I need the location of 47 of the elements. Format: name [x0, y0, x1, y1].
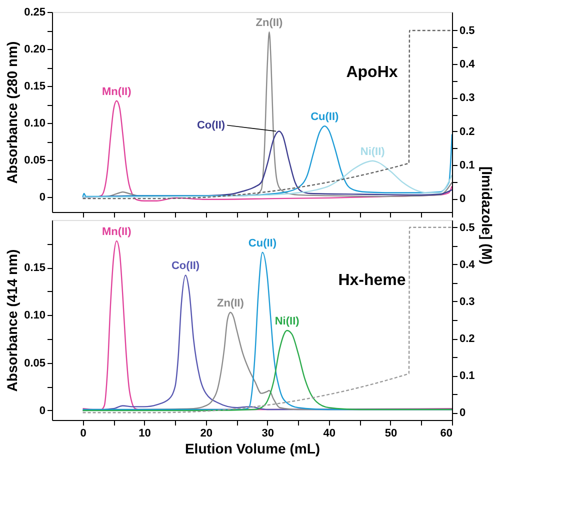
- y2-tick-label: 0.5: [460, 222, 475, 234]
- y-tick-label: 0.10: [24, 310, 46, 322]
- y2-tick-label: 0.5: [460, 24, 475, 37]
- y-axis-title: Absorbance (414 nm): [4, 249, 20, 392]
- y2-tick-label: 0.4: [460, 58, 476, 71]
- y-tick-label: 0.15: [24, 80, 46, 93]
- annotation: Zn(II): [217, 297, 244, 310]
- annotation: Ni(II): [360, 146, 386, 158]
- y2-tick-label: 0.1: [460, 370, 475, 382]
- annotation: Hx-heme: [338, 272, 406, 289]
- y2-tick-label: 0.3: [460, 296, 475, 308]
- annotation: Mn(II): [102, 86, 132, 98]
- annotation: Cu(II): [248, 237, 277, 250]
- annotation: Cu(II): [310, 111, 339, 124]
- y-tick-label: 0.10: [24, 118, 46, 130]
- y-tick-label: 0.25: [24, 6, 46, 18]
- x-tick-label: 20: [200, 428, 212, 440]
- annotation: ApoHx: [346, 64, 398, 81]
- y-tick-label: 0: [39, 404, 46, 417]
- x-axis-title: Elution Volume (mL): [184, 440, 320, 456]
- x-tick-label: 30: [262, 428, 274, 440]
- y2-tick-label: 0.1: [460, 159, 475, 172]
- y2-axis-title: [Imidazole] (M): [478, 166, 495, 264]
- annotation: Co(II): [171, 260, 200, 272]
- line-series: [82, 330, 452, 412]
- x-tick-label: 10: [138, 428, 151, 440]
- y2-tick-label: 0.2: [460, 333, 475, 346]
- y2-tick-label: 0.2: [460, 126, 475, 138]
- annotation: Mn(II): [102, 226, 132, 238]
- y-tick-label: 0.05: [24, 154, 46, 167]
- y2-tick-label: 0: [460, 193, 466, 206]
- line-series: [82, 160, 452, 198]
- x-tick-label: 60: [440, 428, 452, 440]
- y-tick-label: 0.15: [24, 262, 46, 274]
- y-tick-label: 0.05: [24, 357, 46, 370]
- x-tick-label: 40: [323, 428, 336, 440]
- x-tick-label: 50: [384, 428, 398, 440]
- annotation: Ni(II): [274, 315, 300, 328]
- y-axis-title: Absorbance (280 nm): [4, 41, 20, 184]
- annotation: Zn(II): [256, 17, 283, 29]
- x-tick-label: 0: [80, 428, 86, 440]
- y2-tick-label: 0.4: [460, 258, 476, 271]
- y-tick-label: 0.20: [24, 44, 46, 56]
- y2-tick-label: 0: [460, 407, 466, 420]
- y2-tick-label: 0.3: [460, 92, 475, 104]
- annotation: Co(II): [196, 119, 226, 132]
- y-tick-label: 0: [39, 192, 46, 204]
